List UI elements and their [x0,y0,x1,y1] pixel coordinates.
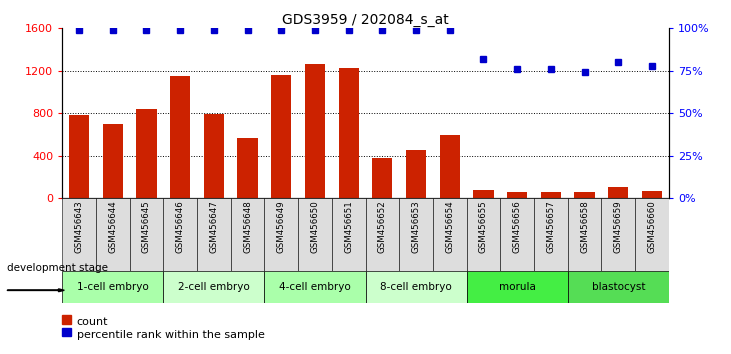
Text: GSM456659: GSM456659 [614,200,623,253]
Bar [332,198,366,271]
Bar [305,64,325,198]
Text: GSM456656: GSM456656 [512,200,522,253]
Text: GSM456648: GSM456648 [243,200,252,253]
Text: GSM456660: GSM456660 [648,200,656,253]
Bar [534,198,568,271]
Bar [96,198,129,271]
Bar [338,68,359,198]
Bar [197,198,231,271]
Bar [231,198,265,271]
Text: GSM456646: GSM456646 [175,200,185,253]
Bar [635,198,669,271]
Text: GSM456655: GSM456655 [479,200,488,253]
Bar [474,190,493,198]
Text: percentile rank within the sample: percentile rank within the sample [77,330,265,339]
Bar [541,192,561,198]
Bar [298,198,332,271]
Bar [500,198,534,271]
Bar [265,198,298,271]
Bar [366,198,399,271]
Text: GSM456644: GSM456644 [108,200,117,253]
Text: GSM456649: GSM456649 [277,200,286,253]
Bar [568,198,602,271]
Bar [69,115,89,198]
Bar [62,198,96,271]
Text: GSM456643: GSM456643 [75,200,83,253]
Text: 2-cell embryo: 2-cell embryo [178,282,250,292]
Text: development stage: development stage [7,263,108,273]
Bar [238,138,257,198]
Bar [568,271,669,303]
Text: 8-cell embryo: 8-cell embryo [380,282,452,292]
Text: GSM456654: GSM456654 [445,200,454,253]
Bar [204,114,224,198]
Text: GSM456647: GSM456647 [209,200,219,253]
Text: GSM456645: GSM456645 [142,200,151,253]
Bar [466,271,568,303]
Text: GSM456652: GSM456652 [378,200,387,253]
Title: GDS3959 / 202084_s_at: GDS3959 / 202084_s_at [282,13,449,27]
Text: GSM456650: GSM456650 [311,200,319,253]
Bar [406,150,426,198]
Text: GSM456658: GSM456658 [580,200,589,253]
Bar [271,75,292,198]
Bar [102,124,123,198]
Text: 1-cell embryo: 1-cell embryo [77,282,148,292]
Bar [642,191,662,198]
Bar [439,135,460,198]
Bar [507,193,527,198]
Bar [136,109,156,198]
Bar [62,271,163,303]
Text: GSM456651: GSM456651 [344,200,353,253]
Text: blastocyst: blastocyst [591,282,645,292]
Bar [163,271,265,303]
Bar [372,158,393,198]
Text: morula: morula [499,282,536,292]
Bar [366,271,466,303]
Text: count: count [77,317,108,327]
Bar [399,198,433,271]
Bar [466,198,500,271]
Bar [433,198,466,271]
Bar [608,187,629,198]
Bar [265,271,366,303]
Text: GSM456653: GSM456653 [412,200,420,253]
Bar [129,198,163,271]
Bar [602,198,635,271]
Text: GSM456657: GSM456657 [546,200,556,253]
Bar [163,198,197,271]
Bar [170,76,190,198]
Text: 4-cell embryo: 4-cell embryo [279,282,351,292]
Bar [575,193,595,198]
